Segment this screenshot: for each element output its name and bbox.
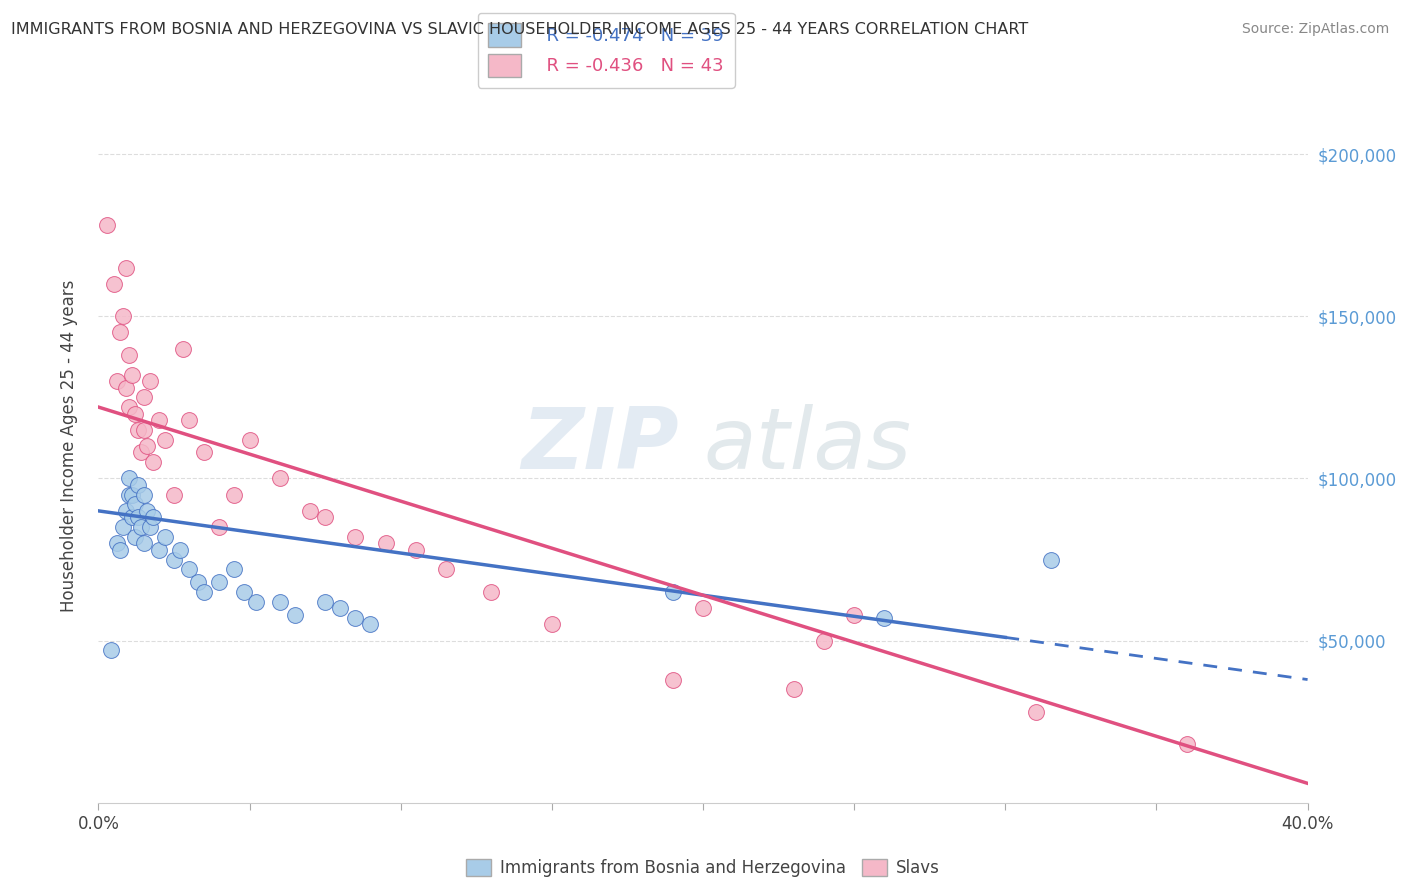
Point xyxy=(179,413,201,427)
Point xyxy=(172,342,194,356)
Text: ZIP: ZIP xyxy=(522,404,679,488)
Y-axis label: Householder Income Ages 25 - 44 years: Householder Income Ages 25 - 44 years xyxy=(59,280,77,612)
Point xyxy=(179,562,201,576)
Point xyxy=(114,381,136,395)
Point xyxy=(208,575,231,590)
Point xyxy=(269,471,291,485)
Point xyxy=(193,445,215,459)
Point xyxy=(96,219,118,233)
Point xyxy=(127,510,149,524)
Point xyxy=(163,552,186,566)
Point xyxy=(129,520,152,534)
Point xyxy=(108,326,131,340)
Point xyxy=(269,595,291,609)
Point xyxy=(142,455,165,469)
Point xyxy=(100,643,122,657)
Point xyxy=(121,510,143,524)
Point xyxy=(344,530,367,544)
Point xyxy=(813,633,835,648)
Point xyxy=(148,542,170,557)
Point xyxy=(1024,705,1046,719)
Point xyxy=(193,585,215,599)
Point xyxy=(111,520,134,534)
Point xyxy=(118,348,141,362)
Point xyxy=(284,607,307,622)
Point xyxy=(127,478,149,492)
Point xyxy=(132,390,155,404)
Point xyxy=(239,433,262,447)
Point xyxy=(132,423,155,437)
Point xyxy=(118,471,141,485)
Point xyxy=(105,374,128,388)
Point xyxy=(132,488,155,502)
Point xyxy=(374,536,396,550)
Legend:   R = -0.474   N = 39,   R = -0.436   N = 43: R = -0.474 N = 39, R = -0.436 N = 43 xyxy=(478,12,735,88)
Point xyxy=(108,542,131,557)
Point xyxy=(124,407,146,421)
Point xyxy=(360,617,382,632)
Text: IMMIGRANTS FROM BOSNIA AND HERZEGOVINA VS SLAVIC HOUSEHOLDER INCOME AGES 25 - 44: IMMIGRANTS FROM BOSNIA AND HERZEGOVINA V… xyxy=(11,22,1029,37)
Point xyxy=(148,413,170,427)
Point xyxy=(245,595,267,609)
Point xyxy=(208,520,231,534)
Point xyxy=(232,585,254,599)
Point xyxy=(873,611,896,625)
Point xyxy=(135,504,157,518)
Point xyxy=(481,585,503,599)
Point xyxy=(163,488,186,502)
Point xyxy=(224,562,246,576)
Point xyxy=(314,510,336,524)
Point xyxy=(114,504,136,518)
Point xyxy=(124,497,146,511)
Point xyxy=(314,595,336,609)
Point xyxy=(153,530,176,544)
Point xyxy=(661,585,683,599)
Point xyxy=(139,520,162,534)
Point xyxy=(129,445,152,459)
Text: atlas: atlas xyxy=(703,404,911,488)
Point xyxy=(139,374,162,388)
Point xyxy=(132,536,155,550)
Point xyxy=(121,488,143,502)
Point xyxy=(124,530,146,544)
Point xyxy=(1039,552,1062,566)
Point xyxy=(692,601,714,615)
Point xyxy=(844,607,866,622)
Point xyxy=(142,510,165,524)
Point xyxy=(540,617,562,632)
Point xyxy=(434,562,457,576)
Point xyxy=(103,277,125,291)
Point xyxy=(405,542,427,557)
Point xyxy=(169,542,191,557)
Point xyxy=(1175,738,1198,752)
Point xyxy=(344,611,367,625)
Point xyxy=(299,504,322,518)
Point xyxy=(135,439,157,453)
Point xyxy=(224,488,246,502)
Point xyxy=(127,423,149,437)
Point xyxy=(329,601,352,615)
Point xyxy=(111,310,134,324)
Text: Source: ZipAtlas.com: Source: ZipAtlas.com xyxy=(1241,22,1389,37)
Point xyxy=(114,260,136,275)
Point xyxy=(187,575,209,590)
Point xyxy=(153,433,176,447)
Point xyxy=(118,488,141,502)
Point xyxy=(118,400,141,414)
Point xyxy=(661,673,683,687)
Point xyxy=(121,368,143,382)
Point xyxy=(105,536,128,550)
Legend: Immigrants from Bosnia and Herzegovina, Slavs: Immigrants from Bosnia and Herzegovina, … xyxy=(460,852,946,884)
Point xyxy=(783,682,806,697)
